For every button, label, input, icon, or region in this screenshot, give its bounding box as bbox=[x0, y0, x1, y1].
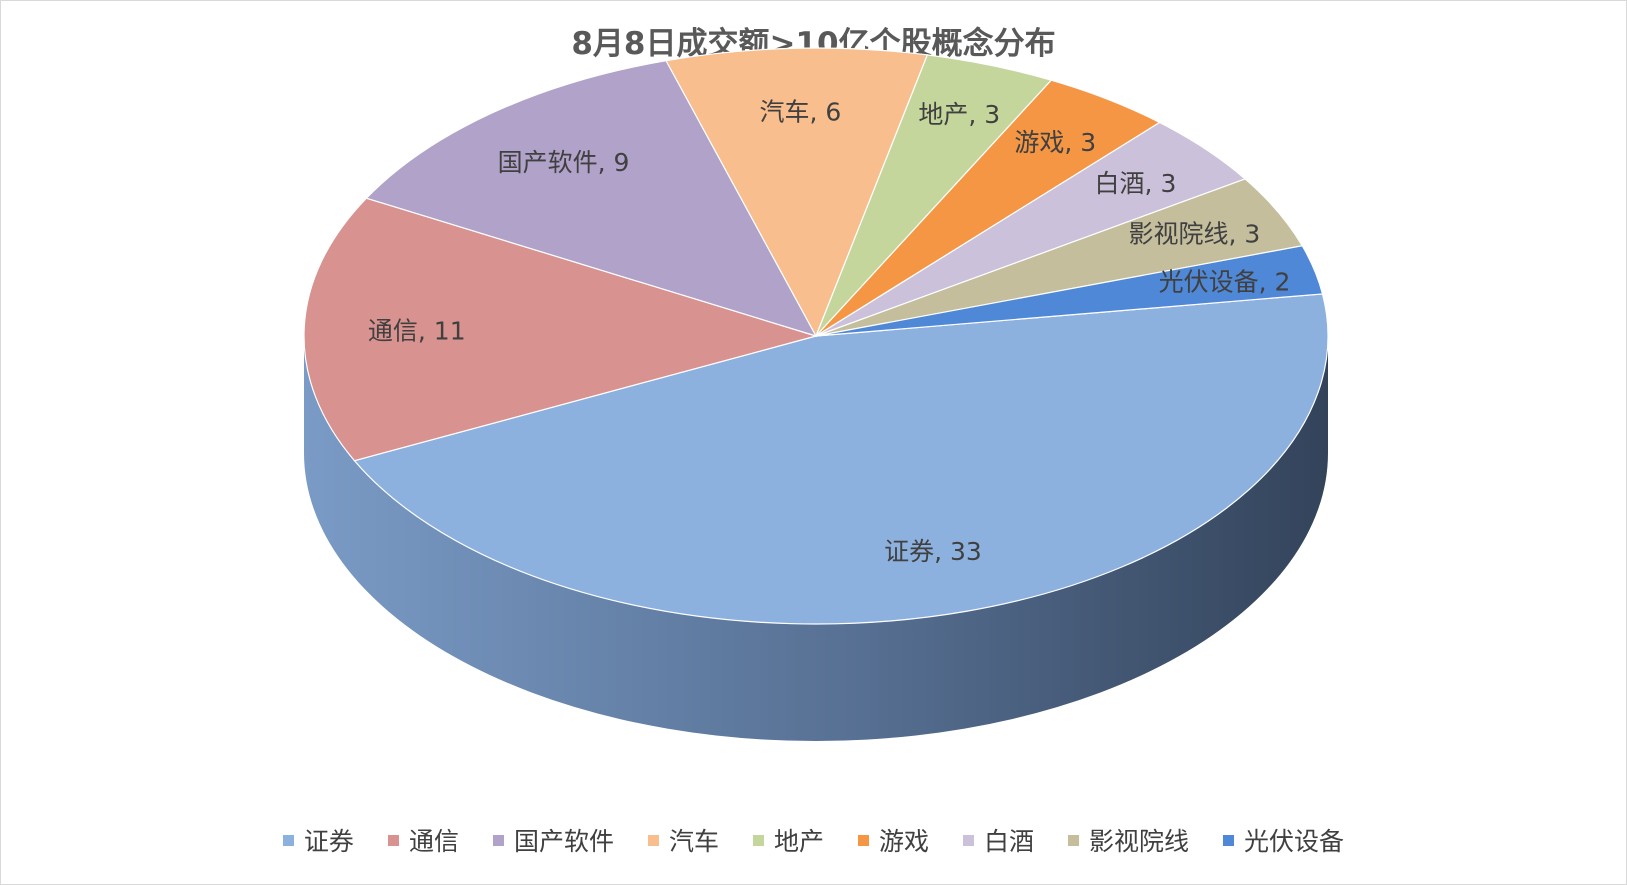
legend-label: 通信 bbox=[408, 827, 459, 856]
data-label-1: 证券, 33 bbox=[884, 537, 982, 566]
legend-item-6: 游戏 bbox=[858, 822, 929, 858]
pie-slice-4 bbox=[665, 47, 929, 338]
pie-slice-3 bbox=[365, 59, 818, 338]
data-label-9: 光伏设备, 2 bbox=[1159, 268, 1291, 297]
legend-swatch bbox=[752, 834, 764, 846]
legend-label: 光伏设备 bbox=[1244, 827, 1345, 856]
pie-slice-2 bbox=[303, 197, 819, 462]
legend-label: 游戏 bbox=[879, 827, 930, 856]
data-label-5: 地产, 3 bbox=[918, 100, 1000, 129]
legend: 证券 通信 国产软件 汽车 地产 游戏 白酒 影视院线 光伏设备 bbox=[0, 822, 1627, 858]
legend-swatch bbox=[1068, 834, 1080, 846]
legend-item-3: 国产软件 bbox=[492, 822, 614, 858]
legend-item-7: 白酒 bbox=[963, 822, 1034, 858]
legend-label: 国产软件 bbox=[513, 827, 614, 856]
legend-item-2: 通信 bbox=[387, 822, 459, 858]
pie-side-wall bbox=[304, 336, 1328, 741]
legend-item-5: 地产 bbox=[752, 822, 824, 858]
legend-label: 影视院线 bbox=[1089, 827, 1190, 856]
legend-label: 汽车 bbox=[668, 827, 719, 856]
legend-swatch bbox=[492, 834, 504, 846]
legend-label: 证券 bbox=[303, 827, 354, 856]
legend-swatch bbox=[282, 834, 294, 846]
legend-swatch bbox=[858, 834, 869, 846]
data-label-4: 汽车, 6 bbox=[760, 98, 842, 127]
data-label-3: 国产软件, 9 bbox=[498, 148, 630, 177]
legend-item-8: 影视院线 bbox=[1068, 822, 1189, 858]
data-label-2: 通信, 11 bbox=[368, 316, 466, 345]
legend-item-1: 证券 bbox=[282, 822, 354, 858]
legend-swatch bbox=[1223, 834, 1235, 846]
data-label-6: 游戏, 3 bbox=[1014, 128, 1096, 157]
legend-swatch bbox=[387, 834, 399, 846]
pie-side-face bbox=[304, 336, 1328, 741]
legend-label: 白酒 bbox=[984, 827, 1035, 856]
legend-swatch bbox=[647, 834, 659, 846]
pie-slice-9 bbox=[815, 245, 1324, 337]
legend-item-9: 光伏设备 bbox=[1223, 822, 1344, 858]
legend-item-4: 汽车 bbox=[647, 822, 719, 858]
data-label-8: 影视院线, 3 bbox=[1129, 220, 1261, 249]
legend-label: 地产 bbox=[773, 827, 824, 856]
data-label-7: 白酒, 3 bbox=[1095, 169, 1177, 198]
legend-swatch bbox=[963, 834, 975, 846]
pie-slice-1 bbox=[353, 293, 1329, 625]
